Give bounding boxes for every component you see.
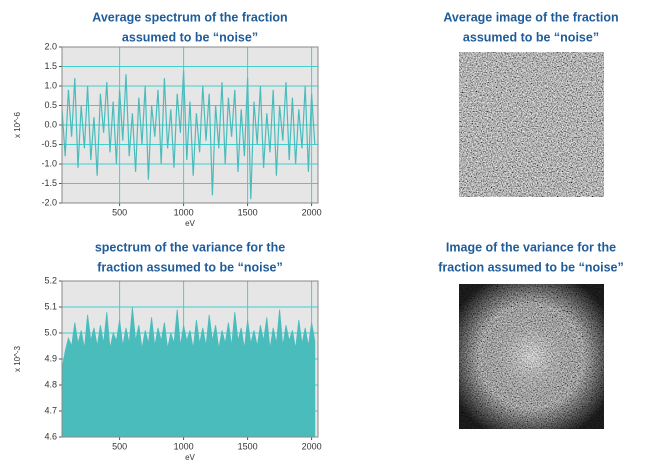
image-title: assumed to be “noise” xyxy=(463,30,599,44)
image-title: fraction assumed to be “noise” xyxy=(438,260,623,274)
x-tick-label: 500 xyxy=(112,207,127,217)
y-tick-label: 4.8 xyxy=(44,379,57,389)
x-tick-label: 1000 xyxy=(174,441,194,451)
image-title: Average image of the fraction xyxy=(443,10,618,24)
x-tick-label: 2000 xyxy=(302,207,322,217)
y-axis-label: x 10^-6 xyxy=(13,111,22,138)
variance-shading xyxy=(459,284,604,429)
chart-title: Average spectrum of the fraction xyxy=(92,10,287,24)
x-tick-label: 500 xyxy=(112,441,127,451)
x-axis-label: eV xyxy=(185,453,195,462)
x-axis-label: eV xyxy=(185,219,195,228)
y-tick-label: 1.5 xyxy=(44,61,57,71)
y-tick-label: 2.0 xyxy=(44,41,57,51)
y-tick-label: 5.1 xyxy=(44,301,57,311)
line xyxy=(62,70,316,200)
y-tick-label: 4.6 xyxy=(44,431,57,441)
x-tick-label: 1000 xyxy=(174,207,194,217)
x-tick-label: 1500 xyxy=(238,441,258,451)
y-tick-label: 1.0 xyxy=(44,80,57,90)
y-axis-label: x 10^-3 xyxy=(13,345,22,372)
y-tick-label: -0.5 xyxy=(41,139,57,149)
y-tick-label: -2.0 xyxy=(41,197,57,207)
plot-frame xyxy=(61,46,319,204)
y-tick-label: 5.2 xyxy=(44,275,57,285)
y-tick-label: 5.0 xyxy=(44,327,57,337)
chart-title: spectrum of the variance for the xyxy=(95,240,285,254)
y-tick-label: 0.0 xyxy=(44,119,57,129)
area xyxy=(62,306,316,437)
y-tick-label: -1.5 xyxy=(41,178,57,188)
noise-image xyxy=(459,52,604,197)
y-tick-label: 4.7 xyxy=(44,405,57,415)
y-tick-label: -1.0 xyxy=(41,158,57,168)
x-tick-label: 2000 xyxy=(302,441,322,451)
plot-frame xyxy=(61,280,319,438)
chart-title: fraction assumed to be “noise” xyxy=(97,260,282,274)
y-tick-label: 0.5 xyxy=(44,100,57,110)
y-tick-label: 4.9 xyxy=(44,353,57,363)
chart-title: assumed to be “noise” xyxy=(122,30,258,44)
x-tick-label: 1500 xyxy=(238,207,258,217)
image-title: Image of the variance for the xyxy=(446,240,616,254)
